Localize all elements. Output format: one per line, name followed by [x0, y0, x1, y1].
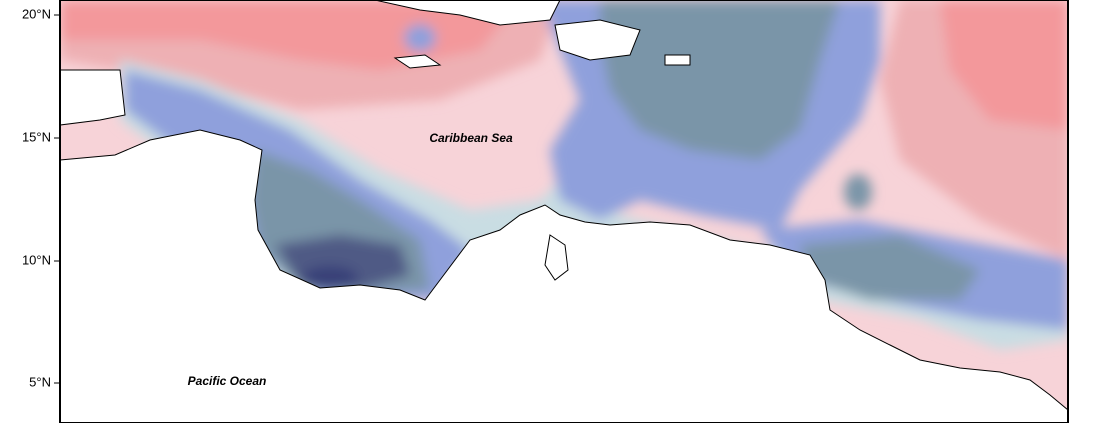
lat-label: 15°N [22, 129, 51, 144]
lat-label: 20°N [22, 6, 51, 21]
field [60, 0, 1068, 423]
sea-label: Caribbean Sea [429, 131, 513, 145]
land [59, 0, 1069, 423]
lat-label: 10°N [22, 252, 51, 267]
lat-label: 5°N [29, 374, 51, 389]
lat-ticks: 20°N 15°N 10°N 5°N [22, 6, 60, 389]
ocean-label: Pacific Ocean [188, 374, 267, 388]
